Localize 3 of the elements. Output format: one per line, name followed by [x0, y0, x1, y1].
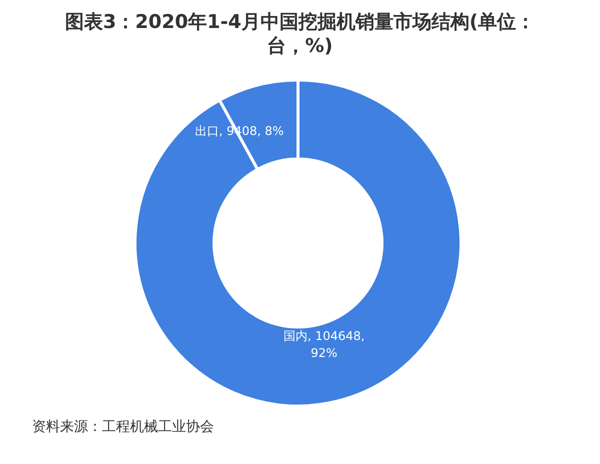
slice-label: 国内, 104648, 92% — [282, 328, 366, 362]
chart-title: 图表3：2020年1-4月中国挖掘机销量市场结构(单位：台，%) — [64, 10, 536, 58]
text: 资料来源：工程机械工业协会 — [32, 418, 214, 436]
